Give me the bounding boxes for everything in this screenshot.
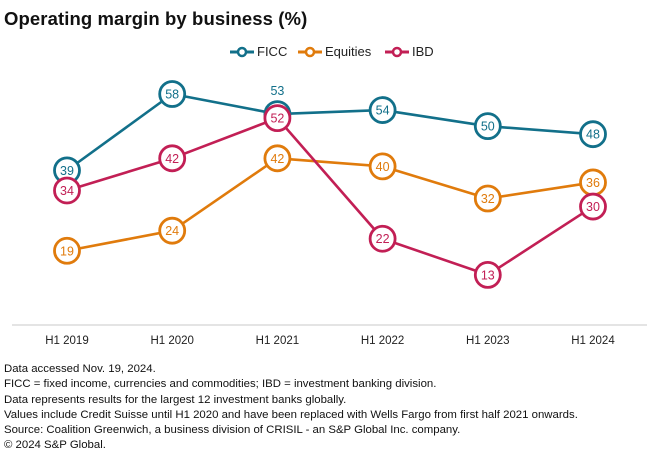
data-label: 48	[586, 128, 600, 142]
data-label: 53	[270, 84, 284, 98]
data-label: 58	[165, 88, 179, 102]
data-point	[579, 192, 607, 221]
data-point	[263, 104, 292, 133]
data-label: 52	[270, 112, 284, 126]
x-tick-label: H1 2022	[361, 335, 404, 347]
data-point	[368, 96, 397, 124]
series-line-equities	[66, 157, 594, 253]
data-point	[53, 176, 81, 205]
legend-item-equities: Equities	[297, 44, 371, 59]
chart-title: Operating margin by business (%)	[4, 8, 308, 29]
series-line-ficc	[66, 92, 594, 172]
legend-label-equities: Equities	[325, 44, 372, 59]
data-point	[579, 120, 607, 149]
series-points: 39 58 53 54 50 48 19 24 42 40 32 36 34 42 52 22 13 30	[53, 80, 607, 289]
series-markers-equities: 19 24 42 40 32 36	[53, 144, 607, 265]
note-data-accessed: Data accessed Nov. 19, 2024.	[4, 363, 156, 375]
legend-label-ibd: IBD	[412, 44, 434, 59]
data-label: 13	[481, 268, 495, 282]
legend-dot	[236, 46, 248, 57]
legend: FICC Equities IBD	[0, 44, 660, 64]
chart-notes: Data accessed Nov. 19, 2024. FICC = fixe…	[4, 362, 578, 454]
legend-dot	[304, 46, 316, 57]
series-lines	[66, 92, 594, 277]
data-point	[53, 236, 81, 265]
data-label: 40	[376, 160, 390, 174]
note-source: Source: Coalition Greenwich, a business …	[4, 424, 461, 437]
data-label: 34	[60, 184, 74, 198]
x-tick-label: H1 2021	[256, 335, 299, 347]
x-tick-label: H1 2023	[466, 335, 509, 347]
data-point	[473, 184, 502, 213]
line-chart: H1 2019 H1 2020 H1 2021 H1 2022 H1 2023 H1 20…	[12, 80, 647, 347]
legend-item-ficc: FICC	[229, 44, 287, 59]
x-tick-label: H1 2020	[150, 335, 193, 347]
data-point	[158, 80, 187, 108]
legend-marker-ibd-icon	[385, 46, 409, 57]
data-point	[263, 144, 292, 173]
data-point	[473, 260, 502, 289]
legend-label-ficc: FICC	[257, 44, 288, 59]
data-label: 24	[165, 224, 179, 238]
data-label: 32	[481, 192, 495, 206]
series-markers-ficc: 39 58 53 54 50 48	[53, 80, 607, 185]
series-markers-ibd: 34 42 52 22 13 30	[53, 104, 607, 289]
data-label: 50	[481, 120, 495, 134]
data-point	[158, 144, 187, 173]
data-label: 54	[376, 104, 390, 118]
legend-dot	[391, 46, 403, 57]
data-point	[368, 152, 397, 181]
legend-item-ibd: IBD	[384, 44, 434, 59]
data-point	[158, 216, 187, 245]
data-point	[368, 224, 397, 253]
x-axis-ticks: H1 2019 H1 2020 H1 2021 H1 2022 H1 2023 H1 20…	[45, 335, 615, 347]
data-label: 19	[60, 244, 74, 258]
data-label: 39	[60, 164, 74, 178]
data-point	[473, 112, 502, 141]
note-copyright: © 2024 S&P Global.	[4, 439, 106, 452]
x-tick-label: H1 2019	[45, 335, 88, 347]
x-tick-label: H1 2024	[571, 335, 615, 347]
data-label: 30	[586, 200, 600, 214]
data-label: 22	[376, 232, 390, 246]
legend-marker-equities-icon	[298, 46, 322, 57]
note-data-scope: Data represents results for the largest …	[4, 393, 347, 406]
note-values: Values include Credit Suisse until H1 20…	[4, 408, 578, 421]
data-label: 42	[270, 152, 284, 166]
data-label: 42	[165, 152, 179, 166]
data-label: 36	[586, 176, 600, 190]
note-abbreviations: FICC = fixed income, currencies and comm…	[4, 378, 437, 391]
legend-marker-ficc-icon	[230, 46, 254, 57]
series-line-ibd	[66, 116, 594, 277]
